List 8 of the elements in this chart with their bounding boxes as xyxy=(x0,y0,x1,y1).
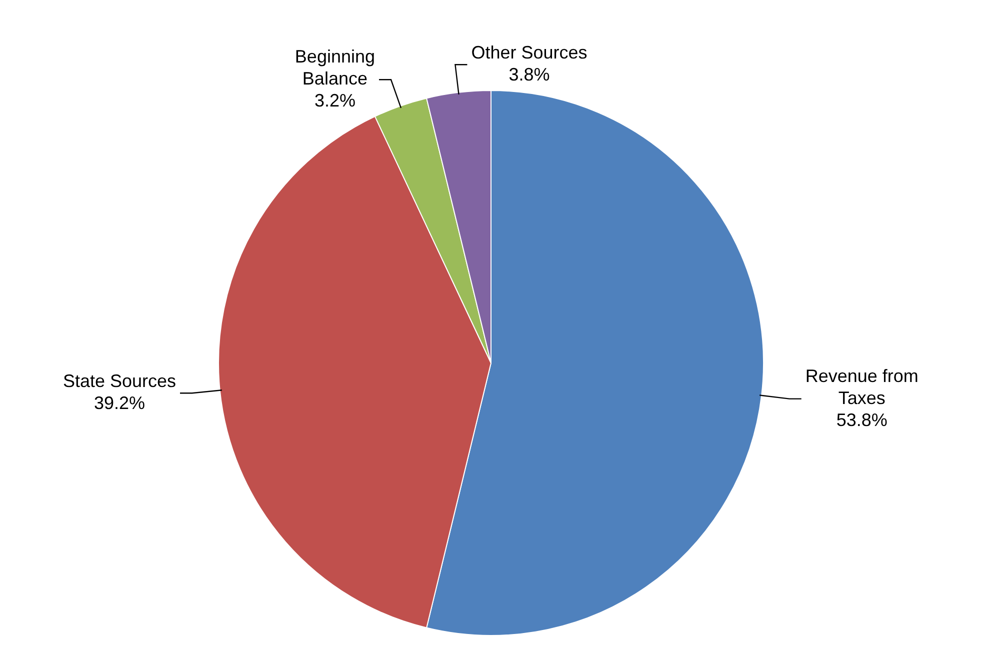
data-label: 3.2% xyxy=(314,90,356,111)
slice-label: Revenue from Taxes xyxy=(805,366,918,408)
slice-label: Other Sources xyxy=(471,42,588,63)
slice-label: State Sources xyxy=(62,371,176,392)
data-label: 53.8% xyxy=(836,410,888,430)
slice-label: Beginning Balance xyxy=(294,46,375,89)
data-label: 3.8% xyxy=(508,64,550,85)
data-label: 39.2% xyxy=(94,393,146,414)
